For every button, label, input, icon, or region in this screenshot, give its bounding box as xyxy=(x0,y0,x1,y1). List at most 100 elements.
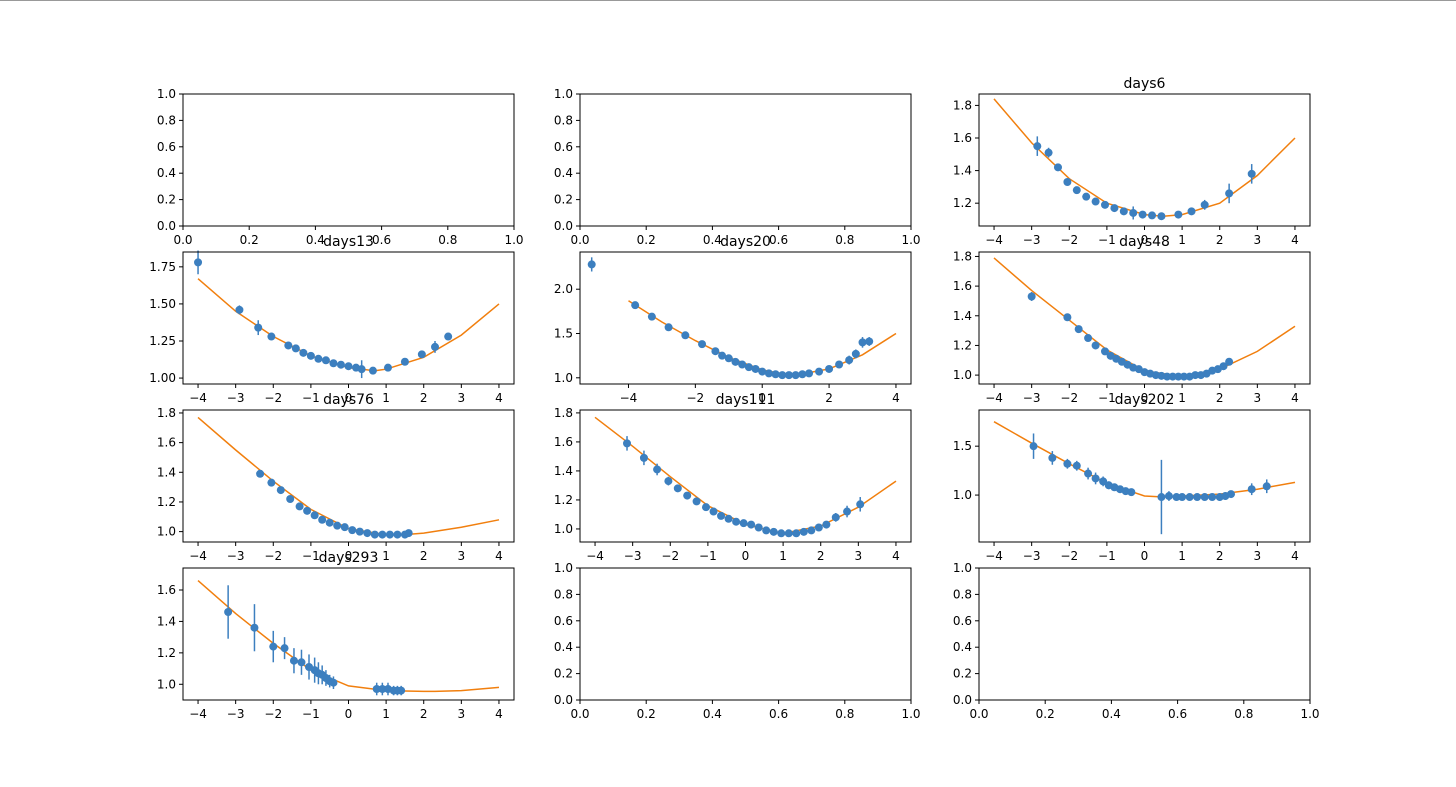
window-top-border xyxy=(0,0,1456,1)
data-point xyxy=(284,341,293,350)
data-point xyxy=(845,356,854,365)
y-tick-label: 1.0 xyxy=(953,561,972,575)
fit-curve xyxy=(197,580,500,693)
x-tick-label: 0.6 xyxy=(1168,707,1187,721)
y-tick-label: 1.4 xyxy=(157,614,176,628)
x-tick-label: −1 xyxy=(699,549,717,563)
subplot-9: −4 −3 −2 −1 0 1 2 3 4 1.0 1.5 days202 xyxy=(953,392,1311,563)
fit-curve xyxy=(993,257,1296,378)
data-point xyxy=(1084,469,1093,478)
data-point xyxy=(254,323,263,332)
axes-frame xyxy=(182,93,515,227)
y-tick-label: 1.8 xyxy=(554,406,573,420)
y-tick-label: 1.0 xyxy=(157,87,176,101)
data-point xyxy=(385,530,394,539)
data-point xyxy=(393,530,402,539)
data-point xyxy=(805,369,814,378)
y-tick-label: 1.2 xyxy=(953,196,972,210)
x-tick-label: −2 xyxy=(1060,233,1078,247)
data-point xyxy=(318,515,327,524)
axes-frame xyxy=(978,251,1311,385)
data-point xyxy=(664,477,673,486)
data-point xyxy=(1193,493,1202,502)
x-tick-label: −4 xyxy=(985,391,1003,405)
fit-curve xyxy=(993,98,1296,217)
data-point xyxy=(1225,357,1234,366)
x-tick-label: 0.2 xyxy=(240,233,259,247)
data-point xyxy=(329,678,338,687)
data-point xyxy=(769,527,778,536)
data-point xyxy=(400,357,409,366)
x-tick-label: 0.8 xyxy=(835,233,854,247)
data-point xyxy=(1191,371,1200,380)
axes-frame xyxy=(978,93,1311,227)
data-point xyxy=(1185,493,1194,502)
x-tick-label: 0 xyxy=(345,707,353,721)
data-point xyxy=(784,371,793,380)
data-point xyxy=(1174,372,1183,381)
x-tick-label: 4 xyxy=(1291,549,1299,563)
x-tick-label: −2 xyxy=(264,707,282,721)
data-point xyxy=(355,527,364,536)
y-tick-label: 0.2 xyxy=(953,667,972,681)
data-point xyxy=(754,523,763,532)
data-point xyxy=(1084,334,1093,343)
data-point xyxy=(777,529,786,538)
data-point xyxy=(799,527,808,536)
data-point xyxy=(1127,488,1136,497)
data-point xyxy=(731,357,740,366)
x-tick-label: 0 xyxy=(1141,233,1149,247)
data-point xyxy=(1053,163,1062,172)
data-point xyxy=(286,494,295,503)
data-point xyxy=(378,530,387,539)
y-tick-label: 1.0 xyxy=(953,488,972,502)
data-point xyxy=(1138,210,1147,219)
data-point xyxy=(623,439,632,448)
x-tick-label: 0.2 xyxy=(637,233,656,247)
y-tick-label: 1.25 xyxy=(149,334,176,348)
data-point xyxy=(1091,474,1100,483)
data-point xyxy=(692,497,701,506)
x-tick-label: 2 xyxy=(1216,549,1224,563)
y-tick-label: 1.8 xyxy=(953,249,972,263)
x-tick-label: 0.4 xyxy=(703,233,722,247)
data-point xyxy=(340,523,349,532)
x-tick-label: 0.6 xyxy=(372,233,391,247)
subplot-12: 0.0 0.2 0.4 0.6 0.8 1.0 0.0 0.2 0.4 0.6 0.8 1.0 xyxy=(953,561,1320,721)
y-tick-label: 1.6 xyxy=(953,131,972,145)
subplot-6: −4 −3 −2 −1 0 1 2 3 4 1.0 1.2 1.4 1.6 1.8 days48 xyxy=(953,234,1311,405)
subplot-title: days293 xyxy=(319,550,379,566)
x-tick-label: 3 xyxy=(1254,549,1262,563)
y-tick-label: 0.8 xyxy=(554,113,573,127)
data-point xyxy=(771,370,780,379)
y-tick-label: 0.8 xyxy=(157,113,176,127)
y-tick-label: 1.2 xyxy=(554,493,573,507)
data-point xyxy=(1247,485,1256,494)
subplot-8: −4 −3 −2 −1 0 1 2 3 4 1.0 1.2 1.4 1.6 1.8 days111 xyxy=(554,392,912,563)
data-point xyxy=(344,362,353,371)
axes-frame xyxy=(978,409,1311,543)
data-point xyxy=(851,349,860,358)
data-point xyxy=(194,258,203,267)
data-point xyxy=(1091,197,1100,206)
data-point xyxy=(291,344,300,353)
y-tick-label: 1.0 xyxy=(554,87,573,101)
data-point xyxy=(758,367,767,376)
x-tick-label: 2 xyxy=(825,391,833,405)
axes-frame xyxy=(579,251,912,385)
data-point xyxy=(306,351,315,360)
data-point xyxy=(747,520,756,529)
x-tick-label: 4 xyxy=(495,707,503,721)
data-point xyxy=(718,351,727,360)
x-tick-label: −2 xyxy=(686,391,704,405)
data-point xyxy=(276,486,285,495)
subplot-title: days6 xyxy=(1124,76,1166,92)
data-point xyxy=(738,360,747,369)
subplot-title: days202 xyxy=(1115,392,1175,408)
x-tick-label: 0.0 xyxy=(173,233,192,247)
data-point xyxy=(732,517,741,526)
y-tick-label: 0.4 xyxy=(554,640,573,654)
x-tick-label: −1 xyxy=(1098,549,1116,563)
data-point xyxy=(299,348,308,357)
